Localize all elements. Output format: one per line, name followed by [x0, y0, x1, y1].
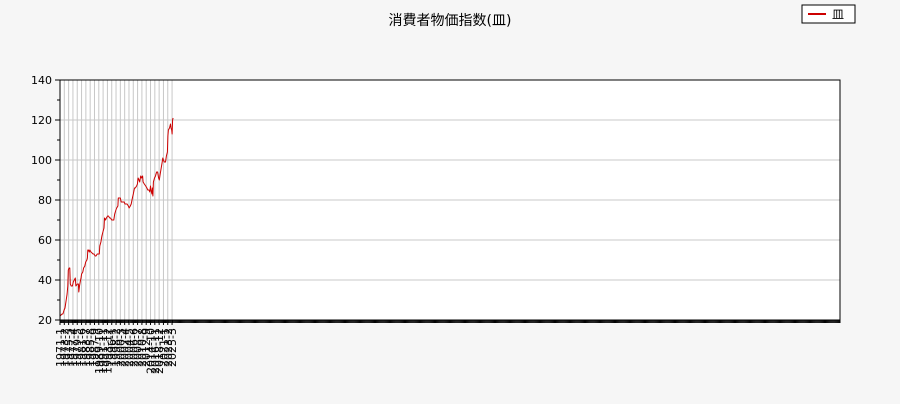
x-tick-label: 1991-11 — [97, 328, 110, 374]
x-tick-label: 2012-9 — [140, 328, 153, 367]
x-tick-label: 2016-11 — [149, 328, 162, 374]
y-tick-label: 80 — [38, 194, 52, 207]
chart-title: 消費者物価指数(皿) — [389, 13, 512, 29]
x-tick-label: 1981-6 — [76, 328, 89, 367]
x-tick-label: 2000-3 — [114, 328, 127, 367]
x-tick-label: 1996-1 — [106, 328, 119, 367]
y-tick-label: 140 — [31, 74, 52, 87]
x-tick-label: 1973-2 — [58, 328, 71, 367]
x-tick-label: 1989-10 — [93, 328, 106, 374]
legend: 皿 — [801, 4, 856, 24]
x-tick-label: 2018-12 — [153, 328, 166, 374]
y-tick-label: 60 — [38, 234, 52, 247]
x-tick-label: 2004-5 — [123, 328, 136, 367]
x-tick-label: 2006-6 — [127, 328, 140, 367]
legend-box — [801, 4, 856, 24]
y-axis: 20 40 60 80 100 120 140 — [31, 74, 60, 327]
x-tick-label: 1993-12 — [101, 328, 114, 374]
x-tick-label: 2025-3 — [166, 328, 179, 367]
legend-label: 皿 — [832, 8, 844, 22]
x-axis: 1971-11973-21975-31977-41979-51981-61983… — [54, 320, 841, 374]
y-tick-label: 40 — [38, 274, 52, 287]
y-tick-label: 20 — [38, 314, 52, 327]
y-tick-label: 100 — [31, 154, 52, 167]
x-tick-label: 1987-9 — [88, 328, 101, 367]
x-tick-label: 1983-7 — [80, 328, 93, 367]
x-tick-label: 2021-1 — [157, 328, 170, 367]
x-tick-label: 1975-3 — [63, 328, 76, 367]
plot-frame — [59, 79, 841, 321]
series-line — [59, 117, 174, 317]
x-tick-label: 2014-10 — [145, 328, 158, 374]
x-tick-label: 1985-8 — [84, 328, 97, 367]
x-tick-label: 1971-1 — [54, 328, 67, 367]
y-tick-label: 120 — [31, 114, 52, 127]
x-tick-label: 2008-7 — [132, 328, 145, 367]
x-tick-label: 2023-2 — [162, 328, 175, 367]
x-tick-label: 1979-5 — [71, 328, 84, 367]
x-tick-label: 2010-8 — [136, 328, 149, 367]
x-tick-label: 2002-4 — [119, 328, 132, 367]
x-tick-label: 1977-4 — [67, 328, 80, 367]
series-layer — [59, 117, 174, 317]
x-tick-label: 1998-2 — [110, 328, 123, 367]
